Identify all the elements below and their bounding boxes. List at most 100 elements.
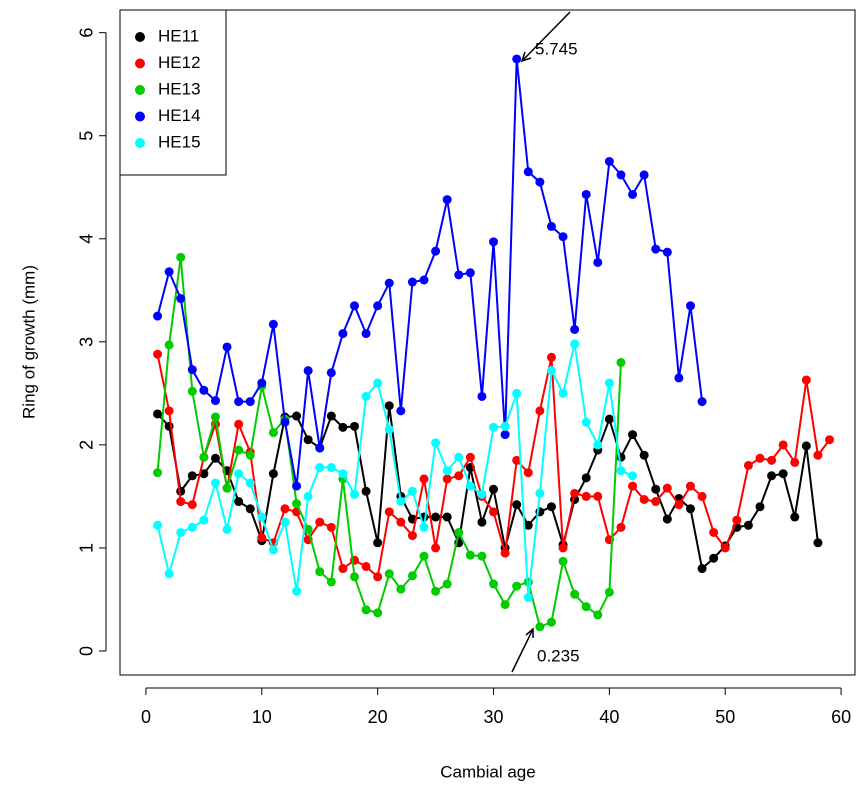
data-point — [431, 586, 441, 596]
data-point — [199, 385, 209, 395]
data-point — [593, 257, 603, 267]
data-point — [292, 481, 302, 491]
data-point — [222, 524, 232, 534]
data-point — [164, 340, 174, 350]
data-point — [326, 411, 336, 421]
data-point — [280, 417, 290, 427]
data-point — [338, 469, 348, 479]
data-point — [407, 571, 417, 581]
legend-marker — [135, 32, 145, 42]
data-point — [234, 469, 244, 479]
data-point — [581, 473, 591, 483]
data-point — [697, 397, 707, 407]
data-point — [303, 435, 313, 445]
data-point — [199, 469, 209, 479]
data-point — [743, 460, 753, 470]
data-point — [326, 577, 336, 587]
data-point — [199, 515, 209, 525]
data-point — [651, 484, 661, 494]
data-point — [755, 502, 765, 512]
data-point — [465, 481, 475, 491]
data-point — [442, 195, 452, 205]
data-point — [604, 414, 614, 424]
data-point — [685, 504, 695, 514]
data-point — [546, 502, 556, 512]
data-point — [546, 352, 556, 362]
data-point — [489, 507, 499, 517]
data-point — [581, 602, 591, 612]
data-point — [210, 412, 220, 422]
data-point — [268, 319, 278, 329]
data-point — [222, 483, 232, 493]
data-point — [477, 517, 487, 527]
data-point — [639, 170, 649, 180]
data-point — [349, 421, 359, 431]
legend-label: HE13 — [158, 79, 201, 98]
data-point — [523, 167, 533, 177]
data-point — [558, 556, 568, 566]
y-axis-title: Ring of growth (mm) — [19, 265, 38, 419]
data-point — [790, 512, 800, 522]
data-point — [431, 543, 441, 553]
data-point — [407, 486, 417, 496]
data-point — [489, 484, 499, 494]
data-point — [280, 517, 290, 527]
data-point — [570, 488, 580, 498]
data-point — [396, 584, 406, 594]
data-point — [604, 378, 614, 388]
data-point — [210, 396, 220, 406]
data-point — [303, 366, 313, 376]
data-point — [616, 357, 626, 367]
data-point — [338, 329, 348, 339]
data-point — [558, 543, 568, 553]
data-point — [431, 438, 441, 448]
data-point — [234, 497, 244, 507]
data-point — [581, 189, 591, 199]
data-point — [373, 301, 383, 311]
x-tick-label: 10 — [252, 707, 272, 727]
x-tick-label: 0 — [141, 707, 151, 727]
data-point — [257, 512, 267, 522]
data-point — [720, 543, 730, 553]
data-point — [153, 311, 163, 321]
annotation-arrow-bottom — [511, 627, 534, 673]
data-point — [245, 450, 255, 460]
y-tick-label: 4 — [77, 234, 97, 244]
data-point — [361, 605, 371, 615]
data-point — [546, 221, 556, 231]
data-point — [349, 301, 359, 311]
data-point — [407, 277, 417, 287]
data-point — [813, 450, 823, 460]
data-point — [292, 499, 302, 509]
data-point — [349, 572, 359, 582]
data-point — [245, 397, 255, 407]
data-point — [593, 610, 603, 620]
data-point — [616, 522, 626, 532]
data-point — [570, 589, 580, 599]
data-point — [570, 324, 580, 334]
data-point — [604, 587, 614, 597]
data-point — [187, 365, 197, 375]
data-point — [338, 564, 348, 574]
data-point — [315, 517, 325, 527]
data-point — [489, 579, 499, 589]
data-point — [176, 527, 186, 537]
data-point — [767, 455, 777, 465]
data-point — [755, 453, 765, 463]
data-point — [164, 569, 174, 579]
data-point — [442, 512, 452, 522]
data-point — [593, 440, 603, 450]
data-point — [523, 520, 533, 530]
data-point — [419, 551, 429, 561]
legend-marker — [135, 85, 145, 95]
data-point — [315, 463, 325, 473]
legend-label: HE11 — [158, 26, 199, 45]
data-point — [373, 572, 383, 582]
data-point — [315, 443, 325, 453]
data-point — [709, 527, 719, 537]
data-point — [373, 538, 383, 548]
data-point — [685, 301, 695, 311]
x-tick-label: 60 — [831, 707, 851, 727]
data-point — [153, 520, 163, 530]
data-point — [651, 244, 661, 254]
